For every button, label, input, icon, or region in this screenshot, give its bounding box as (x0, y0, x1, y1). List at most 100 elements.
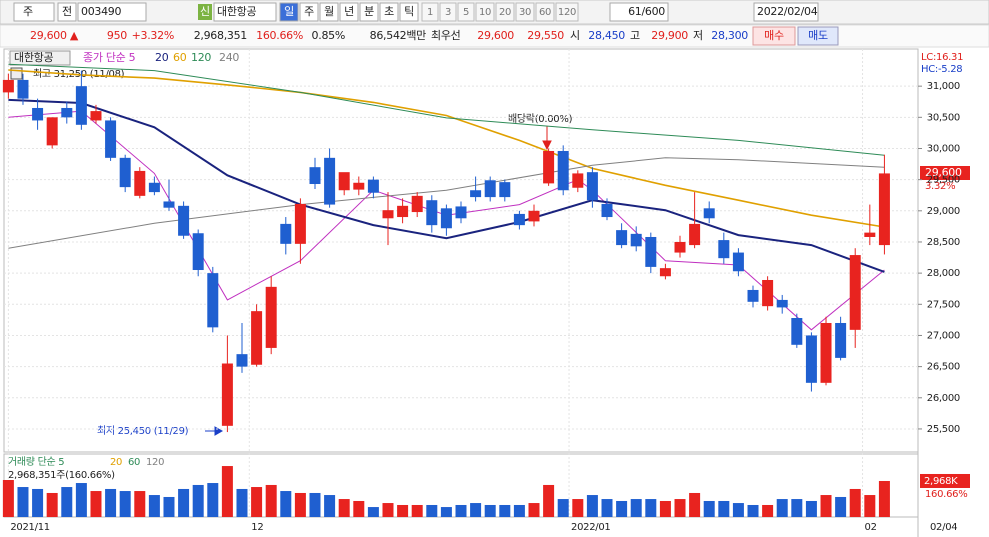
period-button[interactable] (339, 2, 359, 22)
volume-bar (689, 492, 701, 517)
step-button[interactable] (457, 2, 475, 22)
dividend-arrow (542, 126, 552, 151)
candle-body (674, 241, 686, 253)
hc-label: HC:-5.28 (921, 64, 962, 75)
volume-legend-entry: 120 (146, 457, 164, 468)
legend-title: 대한항공 (14, 51, 53, 64)
low-label: 저 (693, 29, 703, 42)
y-tick-label: 30,500 (927, 112, 960, 123)
bid: 29,550 (527, 29, 564, 42)
step-button[interactable] (421, 2, 439, 22)
step-button[interactable] (555, 2, 579, 22)
legend-entry: 240 (219, 51, 239, 64)
candle-body (46, 117, 58, 146)
volume-bar (586, 495, 598, 517)
period-button[interactable] (359, 2, 379, 22)
candle-body (601, 203, 613, 218)
period-button[interactable] (279, 2, 299, 22)
buy-button[interactable] (752, 26, 796, 46)
volume-bar (528, 503, 540, 517)
candle-body (864, 232, 876, 237)
candle-body (309, 167, 321, 185)
candle-body (411, 195, 423, 213)
step-button[interactable] (439, 2, 457, 22)
period-button[interactable] (379, 2, 399, 22)
candle-body (2, 79, 14, 93)
period-button[interactable] (299, 2, 319, 22)
period-button[interactable] (319, 2, 339, 22)
volume-tick-label: 2,968K (924, 476, 958, 487)
candle-body (528, 210, 540, 222)
candle-body (207, 273, 219, 328)
volume-bar (659, 500, 671, 517)
turnover: 0.85% (312, 29, 345, 42)
scope-button[interactable] (57, 2, 77, 22)
step-button[interactable] (535, 2, 555, 22)
volume-rate-label: 160.66% (925, 489, 967, 500)
candle-body (251, 311, 263, 365)
y-tick-label: 30,000 (927, 143, 960, 154)
volume-bar (382, 503, 394, 517)
volume-bar (543, 484, 555, 517)
badge: 신 (200, 5, 210, 18)
volume-bar (470, 503, 482, 517)
x-tick-label: 2022/01 (571, 522, 610, 533)
candle-body (878, 173, 890, 246)
volume-bar (820, 495, 832, 517)
count-box[interactable] (609, 2, 669, 22)
volume-bar (747, 504, 759, 517)
candle-body (513, 213, 525, 226)
step-button[interactable] (515, 2, 535, 22)
date: 2022/02/04 (757, 5, 818, 18)
volume-bar (440, 507, 452, 517)
y-tick-label: 27,000 (927, 330, 960, 341)
y-tick-label: 27,500 (927, 299, 960, 310)
volume-bar (557, 499, 569, 517)
x-tick-label: 02 (865, 522, 877, 533)
volume-bar (703, 500, 715, 517)
volume-bar (294, 492, 306, 517)
volume-bar (835, 496, 847, 517)
candle-body (324, 157, 336, 205)
period-button[interactable] (399, 2, 419, 22)
volume-bar (324, 495, 336, 517)
step: 3 (445, 7, 451, 18)
candle-body (426, 200, 438, 226)
volume-bar (455, 504, 467, 517)
volume-tick-box (920, 473, 970, 488)
ask: 29,600 (477, 29, 514, 42)
volume-bar (221, 466, 233, 517)
candle-body (572, 173, 584, 188)
volume-bar (849, 488, 861, 517)
volume-bar (309, 492, 321, 517)
sell-button[interactable] (797, 26, 839, 46)
candle-body (557, 150, 569, 191)
candle-body (294, 203, 306, 244)
candle-body (835, 322, 847, 358)
date-box[interactable] (753, 2, 819, 22)
volume-bar (572, 499, 584, 517)
code-input[interactable] (77, 2, 147, 22)
candle-body (776, 299, 788, 308)
candle-body (645, 236, 657, 267)
candle-body (455, 206, 467, 219)
candle-body (791, 318, 803, 345)
volume-bar (251, 487, 263, 517)
step-button[interactable] (495, 2, 515, 22)
step: 60 (539, 7, 551, 18)
candle-body (105, 120, 117, 158)
volume-legend-entry: 20 (110, 457, 122, 468)
candle-body (119, 157, 131, 188)
candle-body (820, 322, 832, 383)
candle-body (192, 233, 204, 271)
y-tick-label: 25,500 (927, 424, 960, 435)
quote-bar (0, 24, 989, 48)
y-tick-label: 26,000 (927, 393, 960, 404)
candle-body (484, 180, 496, 198)
volume-bar (75, 483, 87, 517)
legend-ma: 종가 단순 5 (83, 51, 136, 64)
step: 5 (463, 7, 469, 18)
name-box (213, 2, 277, 22)
step-button[interactable] (475, 2, 495, 22)
market-select[interactable] (13, 2, 55, 22)
